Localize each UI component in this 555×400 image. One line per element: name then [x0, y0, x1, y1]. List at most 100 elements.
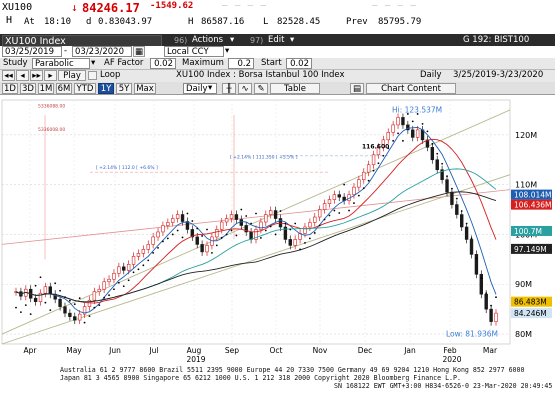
sar-dot	[348, 209, 350, 212]
sar-dot	[103, 296, 106, 299]
sar-dot	[343, 183, 346, 186]
mid-label: 116.600	[362, 143, 389, 150]
sar-dot	[367, 179, 370, 182]
candle-body	[362, 171, 366, 180]
daily-select[interactable]: Daily	[183, 83, 217, 94]
footer-line-1: Australia 61 2 9777 8600 Brazil 5511 239…	[60, 366, 525, 374]
y-tick-label: 80M	[515, 330, 532, 339]
sar-dot	[377, 162, 380, 165]
rewind-button[interactable]: ◂◂	[2, 70, 15, 81]
candle-body	[264, 214, 268, 223]
sar-dot	[108, 294, 110, 297]
actions-dropdown-icon[interactable]: ▾	[230, 35, 235, 45]
price-tag-label: 97.149M	[514, 245, 547, 254]
table-button[interactable]: Table	[270, 83, 320, 94]
candle-body	[440, 169, 444, 180]
candle-body	[229, 214, 234, 219]
period-button-3d[interactable]: 3D	[20, 83, 36, 94]
sar-dot	[299, 248, 301, 251]
candle-body	[117, 266, 121, 274]
sar-dot	[416, 113, 419, 115]
period-button-1d[interactable]: 1D	[2, 83, 18, 94]
loop-checkbox[interactable]	[88, 71, 97, 80]
edit-dropdown-icon[interactable]: ▾	[290, 35, 295, 45]
sar-dot	[289, 228, 292, 231]
footer-line-2: Japan 81 3 4565 8900 Singapore 65 6212 1…	[60, 374, 461, 382]
price-tag	[511, 199, 552, 210]
candle-body	[87, 299, 92, 307]
candle-body	[205, 245, 209, 253]
period-button-max[interactable]: Max	[134, 83, 156, 94]
period-button-ytd[interactable]: YTD	[74, 83, 96, 94]
start-input[interactable]: 0.02	[286, 58, 312, 69]
sar-dot	[127, 279, 130, 282]
candle-body	[151, 236, 155, 245]
sar-dot	[495, 296, 497, 299]
price-chart[interactable]: 120M110M100M90M80MAprMayJunJulAugSepOctN…	[0, 96, 555, 364]
sar-dot	[480, 277, 483, 280]
high-label: H	[188, 17, 194, 27]
af-factor-input[interactable]: 0.02	[150, 58, 176, 69]
chart-type-icon[interactable]: ╫	[222, 83, 236, 94]
candle-body	[303, 226, 307, 234]
study-dropdown-icon[interactable]: ▾	[91, 58, 96, 68]
play-icon[interactable]: ▸	[44, 70, 57, 81]
study-bar: Study Parabolic ▾ AF Factor 0.02 Maximum…	[0, 58, 555, 70]
draw-icon[interactable]: ✎	[254, 83, 268, 94]
end-date-input[interactable]: 03/23/2020	[72, 46, 132, 57]
currency-dropdown-icon[interactable]: ▾	[225, 46, 230, 56]
af-factor-label: AF Factor	[104, 58, 144, 68]
sar-dot	[357, 194, 360, 197]
sar-dot	[421, 123, 424, 125]
low-label: Low: 81.936M	[446, 330, 498, 339]
candle-body	[464, 226, 469, 240]
period-button-1m[interactable]: 1M	[38, 83, 54, 94]
line-chart-icon[interactable]: ∿	[238, 83, 252, 94]
candle-body	[386, 132, 390, 141]
calendar-icon[interactable]: ▦	[133, 46, 145, 57]
sar-dot	[460, 210, 463, 212]
chart-content-icon[interactable]: ▤	[350, 83, 364, 94]
sar-dot	[122, 285, 125, 288]
step-forward-button[interactable]: ▸▸	[30, 70, 43, 81]
candle-body	[283, 226, 288, 240]
sar-dot	[284, 222, 287, 225]
candle-body	[435, 159, 439, 171]
daily-dropdown-icon[interactable]: ▾	[208, 83, 213, 93]
candle-body	[126, 264, 131, 271]
sar-dot	[279, 210, 282, 212]
sar-dot	[211, 251, 213, 254]
sar-dot	[19, 311, 22, 314]
play-button[interactable]: Play	[58, 70, 86, 81]
maximum-input[interactable]: 0.2	[228, 58, 254, 69]
candle-body	[102, 281, 106, 290]
actions-menu[interactable]: Actions	[192, 35, 224, 45]
chart-content-button[interactable]: Chart Content	[366, 83, 456, 94]
sar-dot	[406, 113, 409, 115]
start-date-input[interactable]: 03/25/2019	[2, 46, 62, 57]
candle-body	[352, 186, 356, 195]
candle-body	[185, 221, 190, 230]
edit-menu[interactable]: Edit	[268, 35, 285, 45]
candle-body	[288, 239, 292, 246]
period-button-1y[interactable]: 1Y	[98, 83, 114, 94]
period-button-5y[interactable]: 5Y	[116, 83, 132, 94]
step-back-button[interactable]: ◂	[16, 70, 29, 81]
x-tick-label: Jul	[148, 346, 158, 355]
price-tag-label: 86.483M	[514, 298, 547, 307]
candle-body	[73, 316, 77, 321]
period-button-6m[interactable]: 6M	[56, 83, 72, 94]
sar-dot	[397, 132, 399, 135]
study-select[interactable]: Parabolic	[32, 58, 90, 69]
currency-select[interactable]: Local CCY	[164, 46, 224, 57]
sar-dot	[485, 292, 488, 295]
candle-body	[484, 293, 488, 310]
candle-body	[273, 210, 278, 219]
title-bar: XU100 Index 96) Actions ▾ 97) Edit ▾ G 1…	[0, 34, 555, 48]
candle-body	[175, 214, 180, 219]
price-tag	[511, 243, 552, 254]
candle-body	[82, 306, 87, 315]
sar-dot	[142, 264, 145, 267]
sar-dot	[225, 233, 228, 236]
x-year-label: 2020	[442, 355, 461, 364]
